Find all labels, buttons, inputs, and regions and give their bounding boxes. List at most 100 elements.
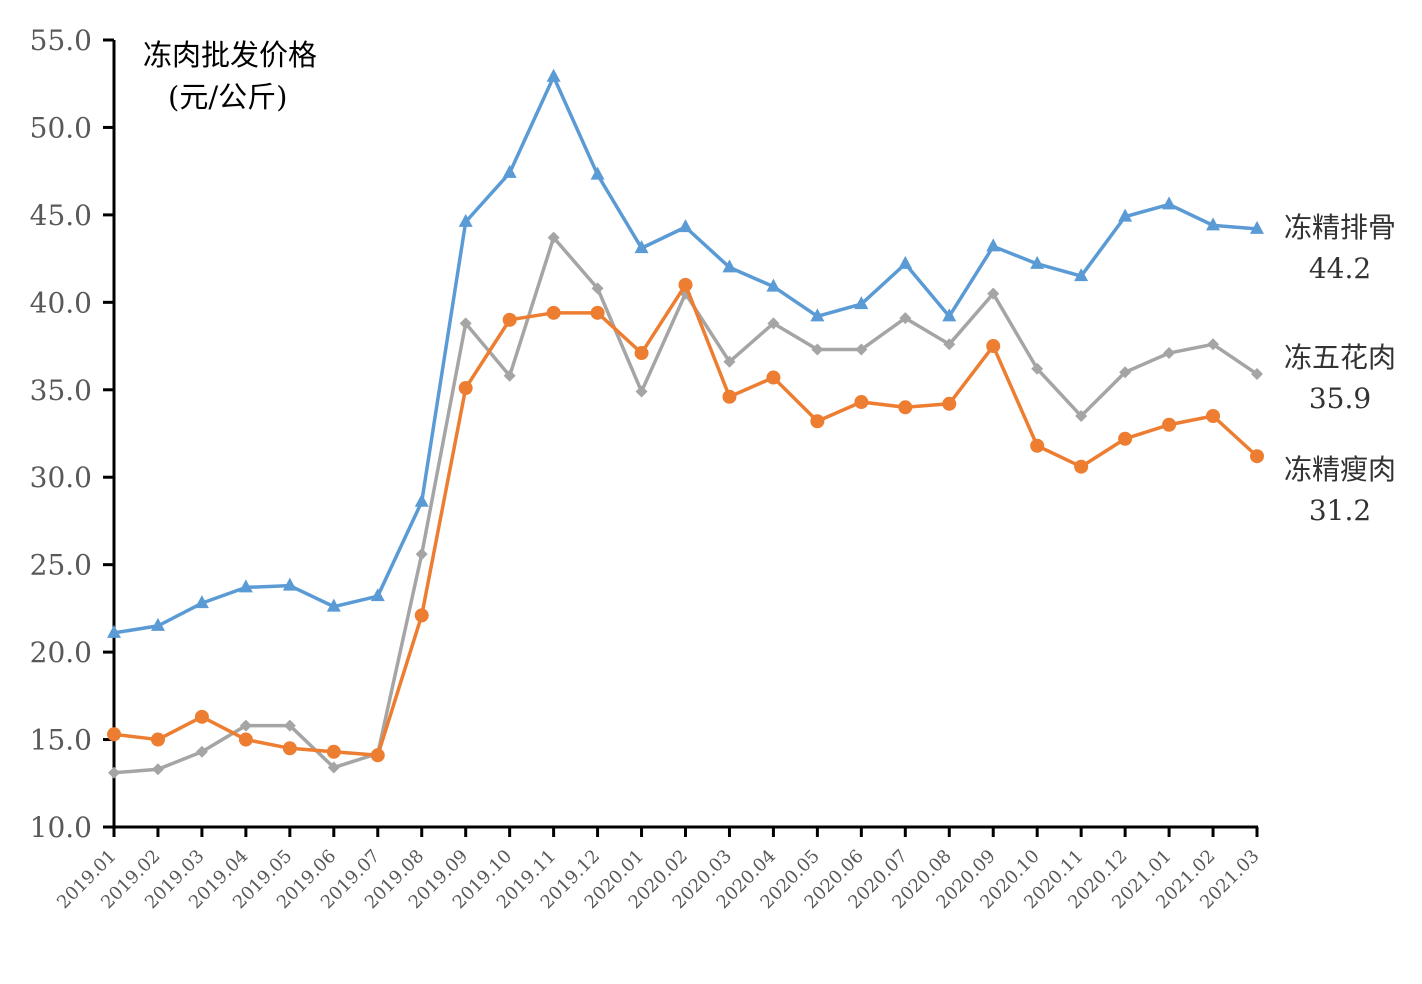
data-point [283, 719, 296, 732]
data-point [987, 287, 1000, 300]
data-point [414, 608, 429, 623]
data-point [1162, 417, 1177, 432]
y-tick-label: 35.0 [30, 374, 92, 407]
data-point [1118, 208, 1133, 222]
data-point [1031, 362, 1044, 375]
data-point [370, 588, 385, 602]
series-triangle [107, 68, 1264, 638]
series-line [113, 283, 1259, 758]
data-point [635, 385, 648, 398]
data-point [239, 719, 252, 732]
data-point [942, 308, 957, 322]
data-point [150, 732, 165, 747]
data-point [502, 164, 517, 178]
data-point [238, 732, 253, 747]
data-point [195, 745, 208, 758]
data-point [1162, 196, 1177, 210]
data-point [899, 312, 912, 325]
series-end-value-label: 35.9 [1309, 382, 1371, 415]
data-point [590, 305, 605, 320]
y-tick-label: 50.0 [30, 111, 92, 144]
data-point [678, 219, 693, 233]
y-tick-label: 25.0 [30, 549, 92, 582]
data-point [547, 231, 560, 244]
data-point [634, 346, 649, 361]
data-point [108, 766, 120, 779]
data-point [766, 278, 781, 292]
data-point [1074, 459, 1089, 474]
data-point [898, 400, 913, 415]
y-tick-label: 45.0 [30, 199, 92, 232]
data-point [1207, 338, 1220, 351]
data-point [766, 370, 781, 385]
data-point [1075, 410, 1088, 423]
series-name-label: 冻五花肉 [1284, 341, 1396, 374]
data-point [1030, 255, 1045, 269]
data-point [1030, 438, 1045, 453]
data-point [1119, 366, 1132, 379]
data-point [151, 763, 164, 776]
data-point [326, 598, 341, 612]
data-point [282, 741, 297, 756]
data-point [810, 308, 825, 322]
data-point [1250, 220, 1264, 234]
data-point [943, 338, 956, 351]
data-point [502, 312, 517, 327]
data-point [722, 389, 737, 404]
data-point [767, 317, 780, 330]
data-point [723, 355, 736, 368]
y-tick-label: 20.0 [30, 636, 92, 669]
data-point [107, 624, 121, 638]
data-point [855, 343, 868, 356]
chart-unit-label: (元/公斤) [168, 80, 287, 114]
data-point [150, 617, 165, 631]
data-point [238, 579, 253, 593]
data-point [1206, 217, 1221, 231]
chart-title: 冻肉批发价格 [143, 38, 317, 72]
data-point [414, 493, 429, 507]
data-point [458, 381, 473, 396]
series-name-label: 冻精瘦肉 [1284, 453, 1396, 486]
data-point [1163, 347, 1176, 360]
series-line [113, 74, 1258, 635]
data-point [370, 748, 385, 763]
data-point [546, 305, 561, 320]
data-point [546, 68, 561, 82]
y-tick-label: 40.0 [30, 286, 92, 319]
data-point [415, 548, 428, 561]
data-point [811, 343, 824, 356]
data-point [1250, 449, 1264, 464]
data-point [326, 744, 341, 759]
data-point [1206, 409, 1221, 424]
series-end-value-label: 31.2 [1309, 494, 1371, 527]
y-tick-label: 30.0 [30, 461, 92, 494]
data-point [458, 213, 473, 227]
data-point [107, 727, 121, 742]
data-point [1118, 431, 1133, 446]
series-layer [107, 68, 1264, 779]
data-point [327, 761, 340, 774]
data-point [591, 282, 604, 295]
data-point [634, 240, 649, 254]
data-point [1074, 268, 1089, 282]
series-line [113, 235, 1258, 775]
data-point [590, 166, 605, 180]
data-point [854, 395, 869, 410]
data-point [854, 296, 869, 310]
data-point [194, 595, 209, 609]
y-tick-label: 15.0 [30, 724, 92, 757]
data-point [986, 238, 1001, 252]
data-point [942, 396, 957, 411]
series-circle [107, 277, 1264, 763]
data-point [986, 339, 1001, 354]
y-tick-label: 55.0 [30, 24, 92, 57]
series-end-value-label: 44.2 [1309, 252, 1371, 285]
data-point [503, 369, 516, 382]
data-point [898, 255, 913, 269]
y-tick-label: 10.0 [30, 811, 92, 844]
series-name-label: 冻精排骨 [1284, 211, 1396, 244]
data-point [1251, 368, 1263, 381]
data-point [678, 277, 693, 292]
series-diamond [108, 231, 1263, 779]
